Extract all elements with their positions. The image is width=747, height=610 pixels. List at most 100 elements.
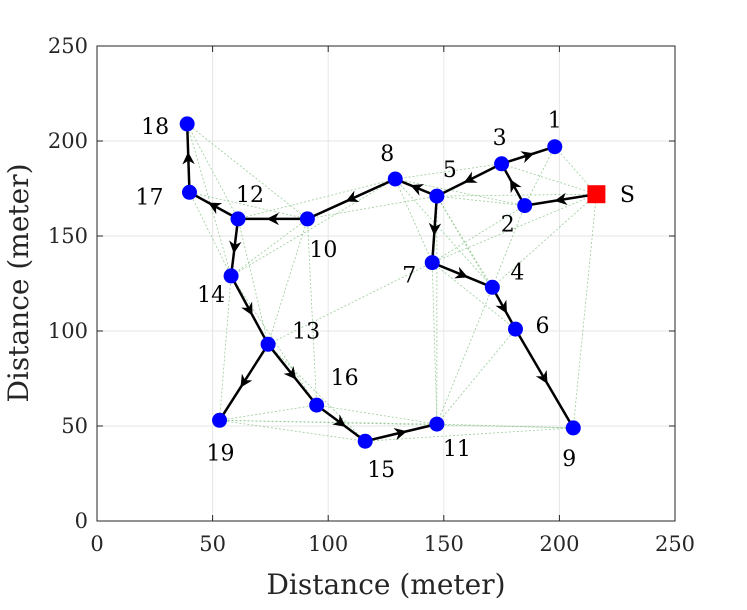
node-label-12: 12 [236,183,264,208]
node-14 [223,268,239,284]
candidate-edge [436,193,597,197]
candidate-edge [230,218,308,277]
source-label: S [620,183,635,208]
candidate-edge [307,195,437,220]
path-edge [267,343,318,406]
x-tick-label: 0 [90,532,103,556]
path-edge [182,123,195,193]
y-tick-label: 250 [48,34,88,58]
node-label-16: 16 [331,366,359,391]
node-label-19: 19 [207,441,235,466]
candidate-edge [267,262,433,345]
path-edge [306,177,396,221]
node-label-11: 11 [443,437,471,462]
y-tick-label: 0 [75,509,88,533]
candidate-edge [436,195,525,206]
axes: 0 50 100 150 200 250 0 50 100 150 200 250 [48,34,695,556]
candidate-edge [365,427,574,442]
y-tick-label: 100 [48,319,88,343]
candidate-edge [189,191,308,220]
candidate-edge [436,423,574,429]
candidate-edge [189,192,232,277]
nodes [179,116,606,449]
y-tick-label: 50 [61,414,88,438]
path-edge [500,163,526,207]
path-edge [229,218,242,277]
node-15 [357,433,373,449]
y-tick-label: 150 [48,224,88,248]
candidate-edge [554,146,597,195]
path-edge [491,286,517,330]
candidate-edge [431,262,516,330]
candidate-edge [219,419,574,429]
candidate-edge [572,194,597,428]
node-label-14: 14 [197,283,225,308]
axes-box [96,45,676,522]
node-2 [517,198,533,214]
path-edge [501,145,556,165]
node-7 [424,255,440,271]
candidate-edge [436,287,493,425]
node-label-4: 4 [510,260,524,285]
y-axis-label: Distance (meter) [2,163,35,402]
node-16 [309,397,325,413]
candidate-edge [436,328,516,425]
candidate-edge [524,146,556,206]
path-edge [524,192,597,207]
path-edge [315,404,366,443]
node-label-15: 15 [367,458,395,483]
candidate-edge [237,178,396,220]
path-edge [364,422,438,443]
candidate-edges [186,123,597,442]
path-edge [436,162,503,198]
candidate-edge [431,262,438,425]
node-9 [565,420,581,436]
candidate-edge [395,178,525,206]
candidate-edge [491,205,526,288]
node-11 [429,416,445,432]
node-12 [230,211,246,227]
candidate-edge [492,193,597,288]
candidate-edge [186,123,239,220]
path-edge [188,191,239,220]
path-edge [514,328,575,429]
path-edge [428,196,442,263]
candidate-edge [237,218,269,345]
node-label-2: 2 [501,213,515,238]
node-label-3: 3 [493,126,507,151]
candidate-edge [501,163,597,195]
x-axis-label: Distance (meter) [266,568,505,601]
path-edge [218,343,270,421]
candidate-edge [316,404,437,425]
node-13 [260,336,276,352]
candidate-edge [219,419,366,442]
node-17 [181,184,197,200]
candidate-edge [395,163,502,180]
y-tick-label: 200 [48,129,88,153]
node-label-17: 17 [135,185,163,210]
node-label-6: 6 [535,314,549,339]
node-4 [484,279,500,295]
x-tick-label: 50 [199,532,226,556]
x-tick-label: 250 [655,532,695,556]
path-edge [431,261,493,289]
path-edges [182,123,597,443]
node-18 [179,116,195,132]
candidate-edge [306,218,318,406]
path-edge [229,275,270,345]
candidate-edge [267,344,366,442]
node-1 [547,139,563,155]
node-label-13: 13 [292,319,320,344]
candidate-edge [219,275,232,421]
x-tick-label: 200 [539,532,579,556]
x-tick-label: 100 [308,532,348,556]
source-marker [587,185,606,204]
node-8 [387,171,403,187]
node-3 [494,156,510,172]
node-label-7: 7 [402,264,416,289]
node-label-10: 10 [309,238,337,263]
candidate-edge [394,178,433,263]
node-19 [212,412,228,428]
